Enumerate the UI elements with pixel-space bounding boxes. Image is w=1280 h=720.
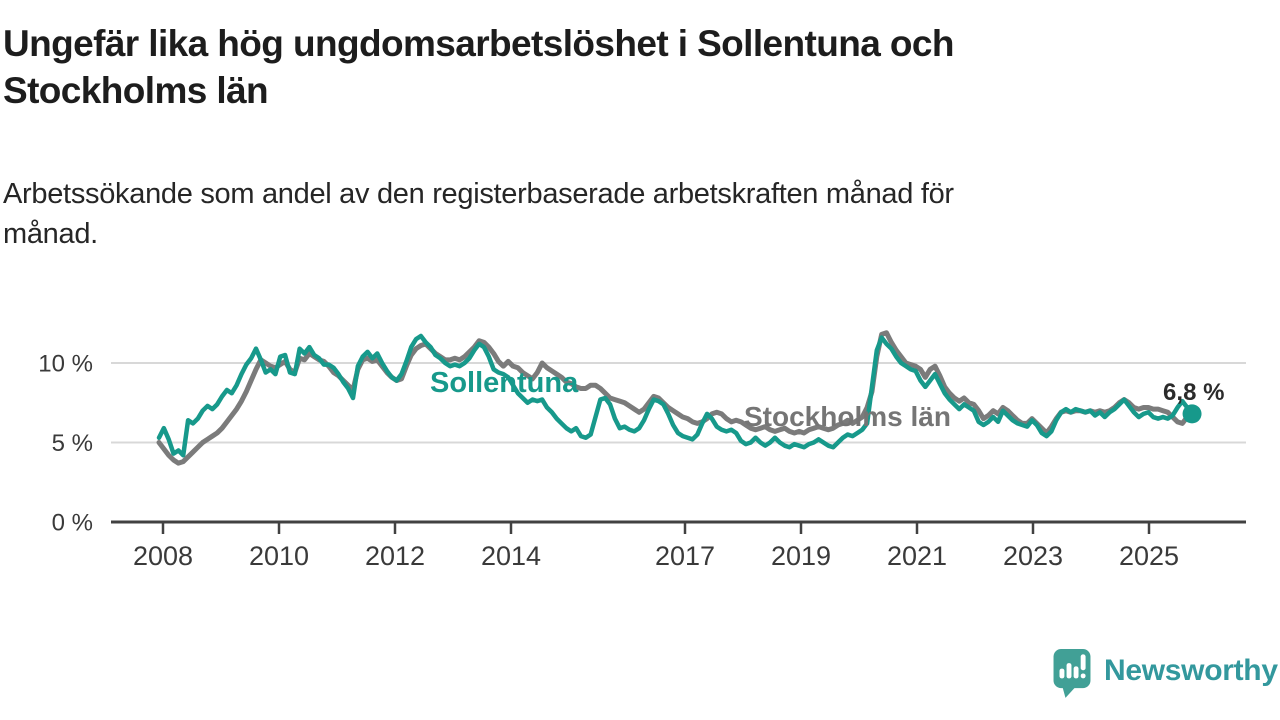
newsworthy-logo: Newsworthy <box>1053 649 1278 699</box>
y-axis-label: 5 % <box>52 430 93 457</box>
end-value-label: 6,8 % <box>1163 379 1224 406</box>
x-axis-label: 2023 <box>1003 541 1063 571</box>
newsworthy-wordmark: Newsworthy <box>1104 654 1278 687</box>
page-subtitle: Arbetssökande som andel av den registerb… <box>3 178 954 250</box>
x-axis-label: 2012 <box>365 541 425 571</box>
x-axis-label: 2025 <box>1119 541 1179 571</box>
x-axis-label: 2008 <box>133 541 193 571</box>
x-axis-label: 2014 <box>481 541 541 571</box>
y-axis-label: 10 % <box>38 351 93 378</box>
series-line-sollentuna <box>156 333 1195 458</box>
series-label-stockholms-lan: Stockholms län <box>744 401 951 432</box>
x-axis-label: 2021 <box>887 541 947 571</box>
x-axis-label: 2019 <box>771 541 831 571</box>
series-line-stockholms-lan <box>156 330 1195 466</box>
speech-bubble-bar-chart-exclamation-icon <box>1053 649 1091 698</box>
series-label-sollentuna: Sollentuna <box>430 367 579 399</box>
end-point-dot <box>1182 404 1202 424</box>
page-title: Ungefär lika hög ungdomsarbetslöshet i S… <box>3 23 954 111</box>
x-axis-label: 2010 <box>249 541 309 571</box>
x-axis-label: 2017 <box>655 541 715 571</box>
y-axis-label: 0 % <box>52 510 93 537</box>
